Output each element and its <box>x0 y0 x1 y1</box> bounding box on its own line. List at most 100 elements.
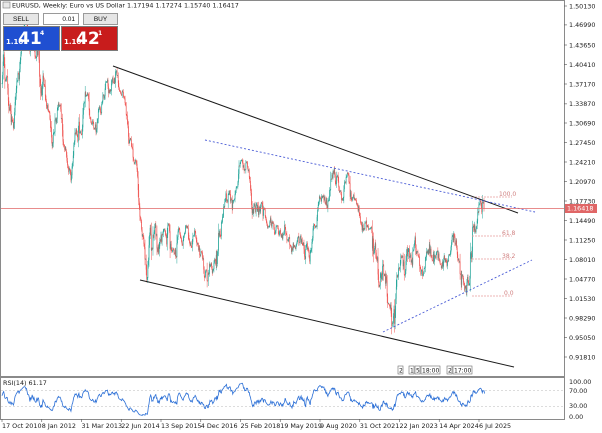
candle <box>107 77 109 90</box>
candle <box>153 230 155 241</box>
candle <box>320 197 321 200</box>
drawn-objects[interactable] <box>112 65 536 368</box>
candle <box>62 113 63 137</box>
time-marker-6: 17:00 <box>454 368 471 375</box>
candle <box>293 242 295 249</box>
candle <box>81 124 83 139</box>
lot-size-input[interactable]: 0.01 <box>43 13 79 25</box>
candle <box>469 275 471 286</box>
candle <box>194 229 196 234</box>
candle <box>280 228 281 236</box>
buy-price-button[interactable]: 1.16 42 1 <box>61 26 118 51</box>
candle <box>181 240 183 246</box>
candle <box>199 254 201 257</box>
buy-button[interactable]: BUY <box>83 13 118 25</box>
time-axis: 17 Oct 2010 8 Jan 2012 31 Mar 2013 22 Jun 2… <box>1 419 511 430</box>
candle <box>204 275 206 278</box>
candle <box>228 190 230 196</box>
candle <box>50 126 52 129</box>
candle <box>99 105 101 111</box>
candle <box>226 189 227 204</box>
candle <box>292 246 293 252</box>
candle <box>191 245 193 249</box>
candle <box>97 108 99 124</box>
candle <box>55 117 57 124</box>
candle <box>274 232 276 235</box>
candle <box>452 234 454 237</box>
candle <box>423 271 424 277</box>
candle <box>9 107 10 112</box>
candle <box>438 250 439 261</box>
dotted-support-line[interactable] <box>382 259 533 333</box>
candle <box>411 257 413 267</box>
candle <box>386 275 388 304</box>
candle <box>213 260 215 273</box>
candle <box>277 224 279 230</box>
candle <box>89 116 91 120</box>
time-axis-label: 31 Oct 2021 <box>360 422 400 430</box>
candle <box>245 160 247 174</box>
sell-price-button[interactable]: 1.16 41 4 <box>3 26 60 51</box>
candle <box>468 280 469 286</box>
candle <box>217 249 219 256</box>
candle <box>112 76 113 83</box>
sell-button[interactable]: SELL <box>3 13 39 25</box>
candle <box>268 225 269 228</box>
candle <box>195 235 197 243</box>
candle <box>143 235 145 247</box>
candle <box>479 203 480 206</box>
candle <box>428 242 430 254</box>
candle <box>273 224 275 236</box>
candle <box>285 232 287 236</box>
dotted-resistance-line[interactable] <box>204 139 536 213</box>
symbol-menu-icon[interactable] <box>2 1 11 9</box>
candle <box>334 172 336 185</box>
fibonacci-retracement[interactable]: 100.0 61.8 38.2 0.0 <box>472 191 516 297</box>
price-axis-label: 1.08010 <box>569 256 595 264</box>
candle <box>52 142 54 148</box>
candle <box>398 267 400 269</box>
candle <box>136 159 137 166</box>
candle <box>215 259 217 266</box>
candle <box>40 84 42 96</box>
wedge-upper-trendline[interactable] <box>112 65 519 214</box>
candle <box>166 233 168 247</box>
candle <box>171 247 173 253</box>
time-axis-label: 4 Dec 2016 <box>201 422 238 430</box>
candle <box>328 196 330 202</box>
candle <box>298 232 300 246</box>
candle <box>138 198 140 210</box>
candle <box>296 242 297 247</box>
candle <box>370 227 371 230</box>
candle <box>353 193 354 199</box>
candle <box>141 227 143 240</box>
candle <box>190 240 192 248</box>
candle <box>14 107 15 130</box>
candle <box>108 88 110 95</box>
candle <box>372 236 374 251</box>
price-axis-label: 1.14490 <box>569 217 595 225</box>
candle <box>443 252 445 263</box>
rsi-pane[interactable] <box>0 377 565 420</box>
candle <box>309 247 311 265</box>
candle <box>47 103 49 112</box>
candle <box>220 234 222 237</box>
candle <box>2 71 3 89</box>
candle <box>162 233 164 236</box>
main-chart-pane[interactable] <box>0 0 565 377</box>
wedge-lower-trendline[interactable] <box>139 279 515 368</box>
rsi-level-0-label: 0.00 <box>569 413 583 421</box>
candle <box>169 223 170 233</box>
candle <box>101 101 103 116</box>
candle <box>282 232 284 241</box>
candle <box>140 217 142 223</box>
candle <box>355 198 357 202</box>
candle <box>10 102 11 115</box>
candle <box>104 83 106 100</box>
candle <box>465 285 467 289</box>
candle <box>288 236 290 239</box>
candle <box>214 258 216 262</box>
candle <box>408 247 410 253</box>
candle <box>109 89 111 95</box>
